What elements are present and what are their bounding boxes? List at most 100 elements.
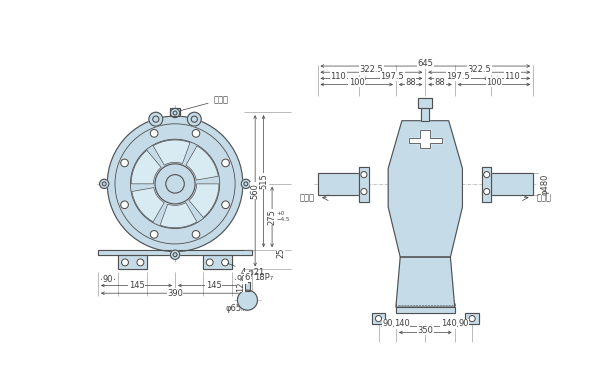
Bar [396, 307, 455, 313]
Text: 140: 140 [394, 319, 410, 328]
Text: 145: 145 [206, 281, 221, 290]
Text: 390: 390 [167, 289, 183, 298]
Circle shape [155, 164, 195, 204]
Bar [482, 167, 491, 202]
Circle shape [149, 112, 163, 126]
Bar [203, 255, 232, 269]
Polygon shape [153, 140, 190, 165]
Circle shape [484, 188, 490, 195]
Text: 275: 275 [268, 209, 277, 225]
Bar [317, 173, 359, 195]
Text: 197.5: 197.5 [380, 71, 404, 81]
Text: 110: 110 [505, 71, 520, 81]
Circle shape [361, 188, 367, 195]
Bar [170, 108, 181, 116]
Text: 100: 100 [349, 78, 365, 87]
Polygon shape [189, 184, 219, 218]
Circle shape [170, 250, 179, 259]
Text: 145: 145 [128, 281, 145, 290]
Text: 100: 100 [486, 78, 502, 87]
Text: φ480: φ480 [541, 173, 550, 195]
Bar [421, 108, 429, 121]
Text: 197.5: 197.5 [446, 71, 470, 81]
Bar [359, 167, 368, 202]
Text: 645: 645 [418, 59, 433, 68]
Circle shape [376, 316, 382, 322]
Text: 560: 560 [251, 183, 260, 199]
Text: 出力軸: 出力軸 [299, 194, 314, 203]
Bar [203, 255, 232, 269]
Polygon shape [388, 121, 463, 257]
Circle shape [192, 230, 200, 238]
Text: 25: 25 [276, 248, 285, 258]
Bar [466, 313, 479, 324]
Bar [491, 173, 533, 195]
Text: 90: 90 [103, 275, 113, 284]
Polygon shape [409, 130, 442, 148]
Bar [372, 313, 385, 324]
Bar [372, 313, 385, 324]
Polygon shape [132, 188, 164, 222]
Circle shape [170, 108, 179, 118]
Text: φ65ₙₙ: φ65ₙₙ [226, 304, 249, 313]
Circle shape [121, 159, 128, 167]
Text: 110: 110 [331, 71, 346, 81]
Circle shape [241, 179, 251, 188]
Circle shape [469, 316, 475, 322]
Text: 88: 88 [405, 78, 416, 87]
Bar [245, 282, 250, 291]
Circle shape [122, 259, 128, 266]
Bar [418, 98, 432, 108]
Bar [118, 255, 148, 269]
Text: 90: 90 [382, 319, 392, 328]
Text: 端子台: 端子台 [180, 95, 229, 111]
Text: 90: 90 [237, 275, 247, 284]
Text: 12: 12 [236, 281, 245, 291]
Text: 140: 140 [441, 319, 457, 328]
Circle shape [107, 116, 243, 252]
Bar [396, 307, 455, 313]
Polygon shape [131, 150, 161, 184]
Circle shape [187, 112, 201, 126]
Bar [118, 255, 148, 269]
Text: 322.5: 322.5 [467, 66, 491, 74]
Circle shape [484, 172, 490, 178]
Circle shape [361, 172, 367, 178]
Circle shape [222, 201, 229, 209]
Text: 350: 350 [418, 326, 433, 335]
Circle shape [221, 259, 229, 266]
Circle shape [222, 159, 229, 167]
Bar [491, 173, 533, 195]
Text: 322.5: 322.5 [359, 66, 383, 74]
Circle shape [100, 179, 109, 188]
Text: 6: 6 [245, 273, 250, 282]
Polygon shape [160, 202, 197, 228]
Circle shape [206, 259, 213, 266]
Circle shape [121, 201, 128, 209]
Bar [170, 108, 181, 116]
Text: 88: 88 [434, 78, 445, 87]
Bar [359, 167, 368, 202]
Bar [482, 167, 491, 202]
Circle shape [192, 129, 200, 137]
Circle shape [137, 259, 144, 266]
Circle shape [238, 290, 257, 310]
Bar [245, 282, 250, 291]
Text: 515: 515 [259, 173, 268, 189]
Text: 90: 90 [458, 319, 469, 328]
Text: 入力軸: 入力軸 [536, 194, 551, 203]
Polygon shape [396, 257, 455, 307]
Bar [317, 173, 359, 195]
Bar [418, 98, 432, 108]
Text: +0: +0 [277, 211, 285, 216]
Bar [98, 250, 252, 255]
Text: 18P₇: 18P₇ [254, 273, 274, 282]
Bar [98, 250, 252, 255]
Bar [421, 108, 429, 121]
Circle shape [150, 129, 158, 137]
Polygon shape [186, 146, 218, 180]
Text: 4-φ21: 4-φ21 [228, 263, 265, 278]
Text: −4.5: −4.5 [277, 217, 290, 222]
Bar [466, 313, 479, 324]
Circle shape [150, 230, 158, 238]
